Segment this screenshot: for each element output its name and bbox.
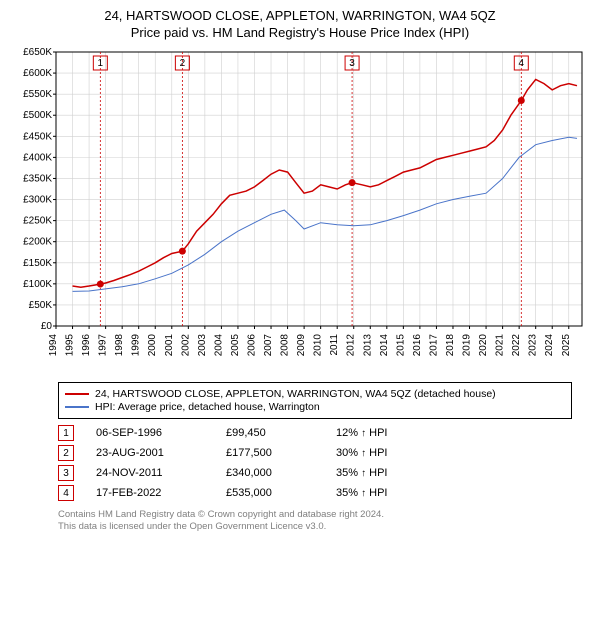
page-title: 24, HARTSWOOD CLOSE, APPLETON, WARRINGTO… <box>10 8 590 23</box>
svg-text:2023: 2023 <box>528 334 539 357</box>
svg-text:£50K: £50K <box>29 300 53 311</box>
footer-line-2: This data is licensed under the Open Gov… <box>58 521 572 533</box>
svg-text:£450K: £450K <box>23 131 52 142</box>
svg-text:£0: £0 <box>41 321 53 332</box>
svg-text:2025: 2025 <box>561 334 572 357</box>
svg-text:2006: 2006 <box>246 334 257 357</box>
svg-text:2002: 2002 <box>180 334 191 357</box>
legend-item-property: 24, HARTSWOOD CLOSE, APPLETON, WARRINGTO… <box>65 388 565 400</box>
svg-text:£250K: £250K <box>23 216 52 227</box>
legend-item-hpi: HPI: Average price, detached house, Warr… <box>65 401 565 413</box>
footer-attribution: Contains HM Land Registry data © Crown c… <box>58 509 572 534</box>
svg-text:£400K: £400K <box>23 152 52 163</box>
transaction-pct: 12% ↑ HPI <box>336 427 446 439</box>
svg-text:1995: 1995 <box>65 334 76 357</box>
arrow-up-icon: ↑ <box>361 448 366 459</box>
legend-swatch-property <box>65 393 89 395</box>
svg-text:2016: 2016 <box>412 334 423 357</box>
svg-text:2004: 2004 <box>213 334 224 357</box>
svg-text:1997: 1997 <box>98 334 109 357</box>
transaction-number-box: 3 <box>58 465 74 481</box>
transaction-pct: 35% ↑ HPI <box>336 467 446 479</box>
svg-text:4: 4 <box>519 58 525 69</box>
transaction-price: £99,450 <box>226 427 336 439</box>
svg-text:2019: 2019 <box>462 334 473 357</box>
transaction-price: £340,000 <box>226 467 336 479</box>
svg-text:1: 1 <box>98 58 104 69</box>
legend-label-hpi: HPI: Average price, detached house, Warr… <box>95 401 320 413</box>
arrow-up-icon: ↑ <box>361 488 366 499</box>
svg-text:1994: 1994 <box>48 334 59 357</box>
transaction-row: 1 06-SEP-1996£99,45012% ↑ HPI <box>58 425 572 441</box>
transaction-pct: 30% ↑ HPI <box>336 447 446 459</box>
svg-text:2022: 2022 <box>511 334 522 357</box>
svg-text:2020: 2020 <box>478 334 489 357</box>
transaction-date: 23-AUG-2001 <box>96 447 226 459</box>
transaction-price: £177,500 <box>226 447 336 459</box>
arrow-up-icon: ↑ <box>361 428 366 439</box>
svg-text:1996: 1996 <box>81 334 92 357</box>
svg-text:2001: 2001 <box>164 334 175 357</box>
svg-text:£100K: £100K <box>23 279 52 290</box>
legend-swatch-hpi <box>65 406 89 408</box>
transaction-row: 2 23-AUG-2001£177,50030% ↑ HPI <box>58 445 572 461</box>
svg-text:2015: 2015 <box>395 334 406 357</box>
transaction-number-box: 1 <box>58 425 74 441</box>
transaction-date: 17-FEB-2022 <box>96 487 226 499</box>
svg-text:2008: 2008 <box>280 334 291 357</box>
svg-text:3: 3 <box>349 58 355 69</box>
svg-text:2003: 2003 <box>197 334 208 357</box>
legend-label-property: 24, HARTSWOOD CLOSE, APPLETON, WARRINGTO… <box>95 388 496 400</box>
transactions-table: 1 06-SEP-1996£99,45012% ↑ HPI 2 23-AUG-2001… <box>58 425 572 501</box>
svg-text:2014: 2014 <box>379 334 390 357</box>
transaction-date: 24-NOV-2011 <box>96 467 226 479</box>
svg-text:2000: 2000 <box>147 334 158 357</box>
transaction-number-box: 2 <box>58 445 74 461</box>
svg-text:£600K: £600K <box>23 68 52 79</box>
svg-text:£650K: £650K <box>23 47 52 58</box>
svg-text:£150K: £150K <box>23 258 52 269</box>
transaction-row: 4 17-FEB-2022£535,00035% ↑ HPI <box>58 485 572 501</box>
svg-text:£350K: £350K <box>23 173 52 184</box>
transaction-row: 3 24-NOV-2011£340,00035% ↑ HPI <box>58 465 572 481</box>
page-subtitle: Price paid vs. HM Land Registry's House … <box>10 25 590 40</box>
svg-text:2024: 2024 <box>544 334 555 357</box>
svg-text:2010: 2010 <box>313 334 324 357</box>
svg-text:£500K: £500K <box>23 110 52 121</box>
svg-text:£550K: £550K <box>23 89 52 100</box>
chart-legend: 24, HARTSWOOD CLOSE, APPLETON, WARRINGTO… <box>58 382 572 419</box>
svg-text:2021: 2021 <box>495 334 506 357</box>
svg-text:2009: 2009 <box>296 334 307 357</box>
svg-text:1999: 1999 <box>131 334 142 357</box>
svg-text:2: 2 <box>180 58 186 69</box>
transaction-date: 06-SEP-1996 <box>96 427 226 439</box>
transaction-pct: 35% ↑ HPI <box>336 487 446 499</box>
svg-text:2017: 2017 <box>428 334 439 357</box>
svg-text:1998: 1998 <box>114 334 125 357</box>
svg-text:2007: 2007 <box>263 334 274 357</box>
arrow-up-icon: ↑ <box>361 468 366 479</box>
price-chart: £0 £50K £100K £150K £200K £250K £300K £350K £400… <box>10 46 590 376</box>
svg-text:2018: 2018 <box>445 334 456 357</box>
svg-text:2005: 2005 <box>230 334 241 357</box>
svg-text:2013: 2013 <box>362 334 373 357</box>
svg-text:£300K: £300K <box>23 195 52 206</box>
transaction-price: £535,000 <box>226 487 336 499</box>
svg-text:£200K: £200K <box>23 237 52 248</box>
svg-text:2011: 2011 <box>329 334 340 356</box>
svg-text:2012: 2012 <box>346 334 357 357</box>
footer-line-1: Contains HM Land Registry data © Crown c… <box>58 509 572 521</box>
transaction-number-box: 4 <box>58 485 74 501</box>
